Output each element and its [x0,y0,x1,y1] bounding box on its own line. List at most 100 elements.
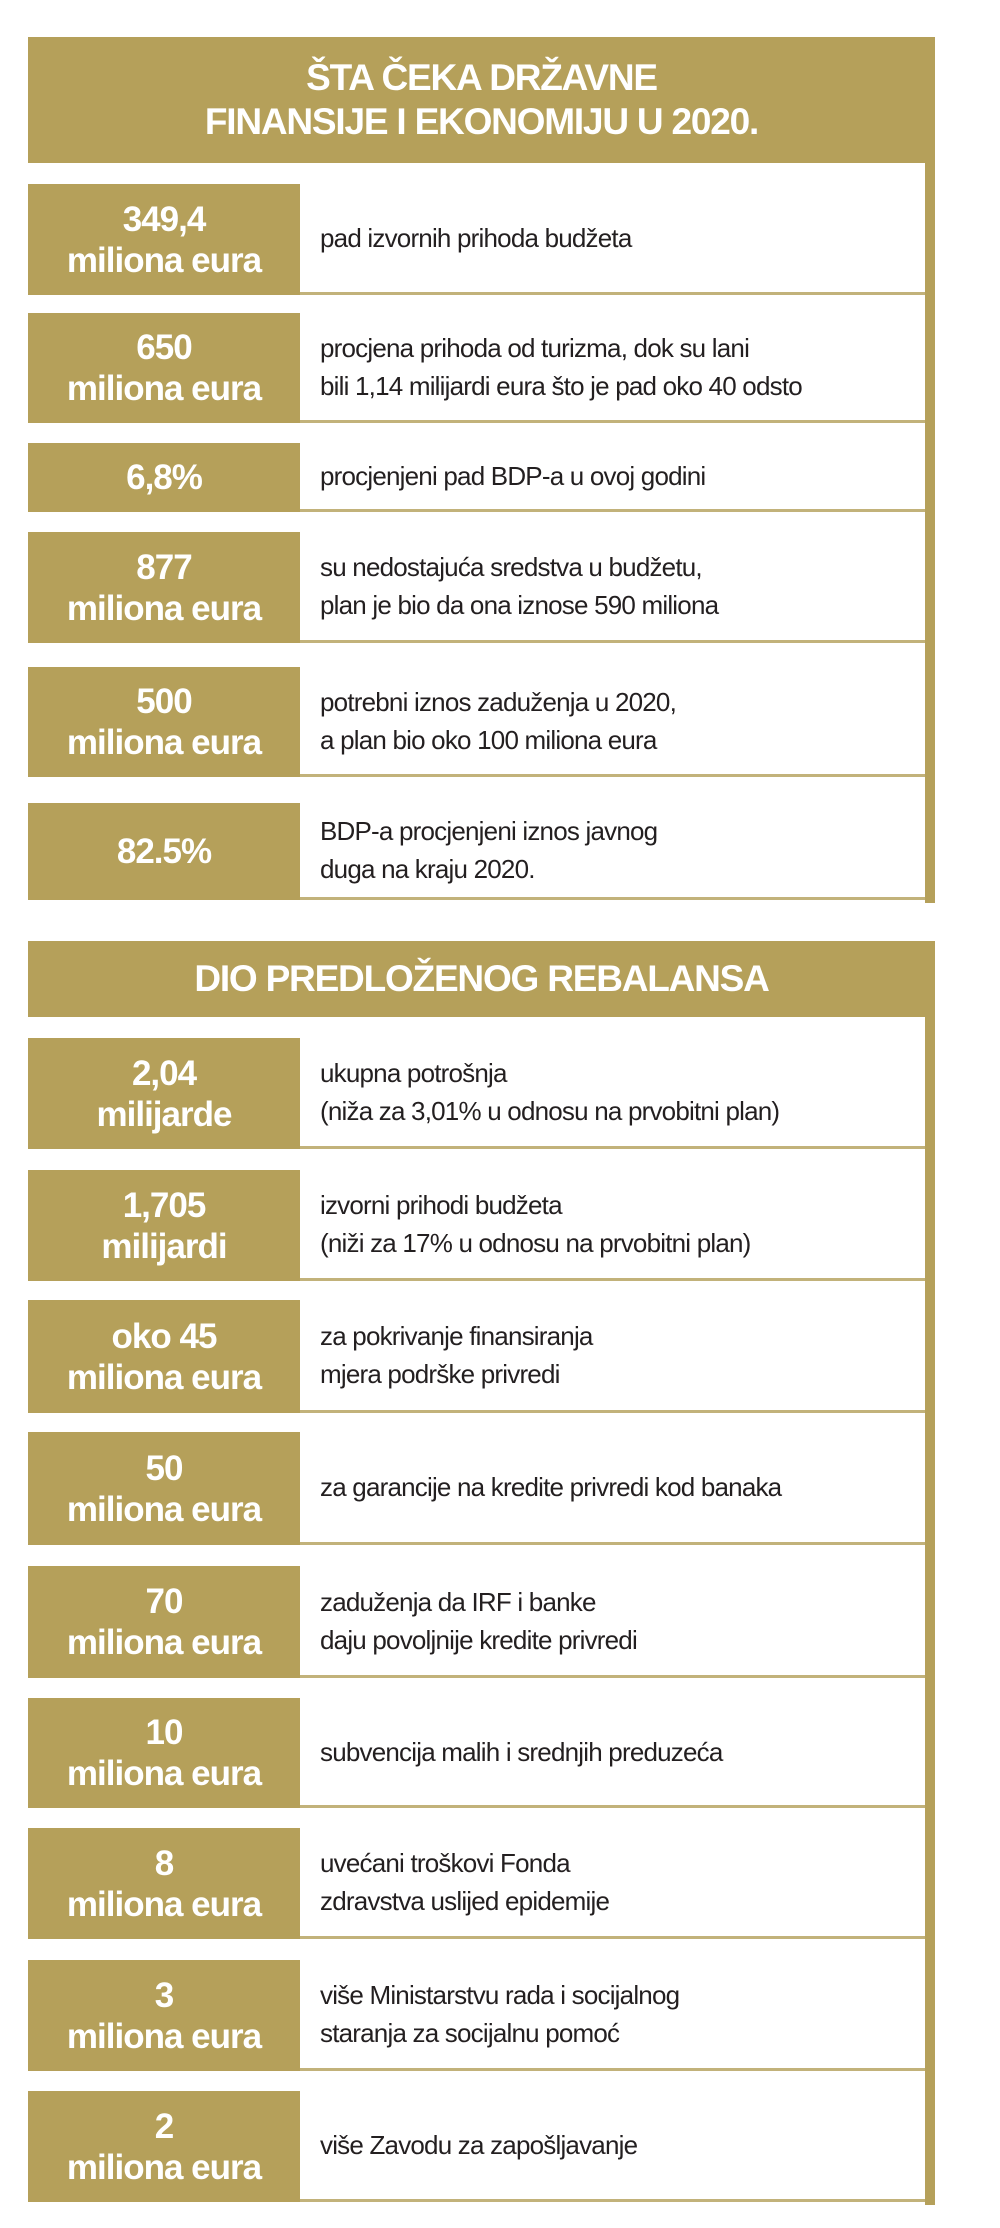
stat-number: oko 45 [111,1316,218,1356]
stat-number: 500 [136,682,192,721]
stat-value: 3 miliona eura [28,1960,300,2071]
stat-value: 10 miliona eura [28,1698,300,1808]
description-line: pad izvornih prihoda budžeta [320,223,632,253]
stat-description: su nedostajuća sredstva u budžetu, plan j… [300,532,925,640]
stat-row: 70 miliona eura zaduženja da IRF i banke da… [28,1566,925,1678]
stat-description: više Zavodu za zapošljavanje [300,2091,925,2199]
stat-unit: miliona eura [66,2147,262,2187]
stat-number: 8 [154,1843,174,1883]
stat-description: za pokrivanje finansiranja mjera podrške … [300,1300,925,1410]
description-line: daju povoljnije kredite privredi [320,1624,638,1655]
stat-row: 500 miliona eura potrebni iznos zaduženja … [28,667,925,777]
description-line: zaduženja da IRF i banke [320,1586,596,1617]
stat-description: procjena prihoda od turizma, dok su lani… [300,313,925,420]
stat-description: zaduženja da IRF i banke daju povoljnije … [300,1566,925,1675]
description-line: BDP-a procjenjeni iznos javnog [320,816,658,846]
description-line: su nedostajuća sredstva u budžetu, [320,552,703,582]
section-title-text: DIO PREDLOŽENOG REBALANSA [194,957,770,1001]
stat-unit: miliona eura [66,2016,262,2056]
stat-value: 2 miliona eura [28,2091,300,2202]
stat-row: 50 miliona eura za garancije na kredite pr… [28,1432,925,1545]
description-line: više Zavodu za zapošljavanje [320,2130,638,2160]
stat-row: 8 miliona eura uvećani troškovi Fonda zdrav… [28,1828,925,1939]
stat-number: 349,4 [122,199,207,239]
stat-number: 10 [145,1713,184,1752]
stat-number: 877 [136,547,192,587]
stat-number: 70 [145,1582,184,1621]
description-line: više Ministarstvu rada i socijalnog [320,1980,680,2010]
title-line: ŠTA ČEKA DRŽAVNE [306,57,658,98]
stat-unit: miliona eura [66,1884,262,1924]
stat-value: 70 miliona eura [28,1566,300,1678]
stat-row: 877 miliona eura su nedostajuća sredstva u… [28,532,925,643]
stat-number: 2,04 [131,1053,197,1093]
stat-description: uvećani troškovi Fonda zdravstva uslijed … [300,1828,925,1936]
description-line: uvećani troškovi Fonda [320,1848,571,1878]
stat-row: 349,4 miliona eura pad izvornih prihoda bu… [28,184,925,295]
stat-value: 877 miliona eura [28,532,300,643]
stat-description: više Ministarstvu rada i socijalnog stara… [300,1960,925,2068]
description-line: (niža za 3,01% u odnosu na prvobitni pla… [320,1096,780,1126]
stat-unit: miliona eura [66,1357,262,1397]
stat-value: 349,4 miliona eura [28,184,300,295]
stat-row: 10 miliona eura subvencija malih i srednji… [28,1698,925,1808]
stat-description: subvencija malih i srednjih preduzeća [300,1698,925,1805]
stat-number: 82.5% [116,832,212,871]
description-line: staranja za socijalnu pomoć [320,2018,620,2048]
panel-right-border [925,941,935,2205]
stat-number: 1,705 [122,1185,207,1225]
stat-number: 650 [136,328,192,367]
description-line: a plan bio oko 100 miliona eura [320,724,657,755]
description-line: subvencija malih i srednjih preduzeća [320,1736,723,1767]
stat-value: 2,04 milijarde [28,1038,300,1149]
description-line: za garancije na kredite privredi kod ban… [320,1472,782,1502]
description-line: zdravstva uslijed epidemije [320,1886,610,1916]
stat-number: 3 [154,1975,174,2015]
stat-description: za garancije na kredite privredi kod ban… [300,1432,925,1542]
stat-description: pad izvornih prihoda budžeta [300,184,925,292]
stat-unit: miliona eura [66,588,262,628]
stat-unit: miliona eura [66,1489,262,1529]
stat-row: oko 45 miliona eura za pokrivanje finansir… [28,1300,925,1413]
stat-value: 50 miliona eura [28,1432,300,1545]
section-title: DIO PREDLOŽENOG REBALANSA [28,941,935,1017]
section-title: ŠTA ČEKA DRŽAVNE FINANSIJE I EKONOMIJU U … [28,37,935,163]
description-line: procjenjeni pad BDP-a u ovoj godini [320,461,706,491]
stat-value: 82.5% [28,803,300,900]
stat-description: ukupna potrošnja (niža za 3,01% u odnosu … [300,1038,925,1146]
stat-value: 1,705 milijardi [28,1170,300,1281]
description-line: ukupna potrošnja [320,1058,507,1088]
section-panel: ŠTA ČEKA DRŽAVNE FINANSIJE I EKONOMIJU U … [28,37,935,903]
stat-unit: milijarde [96,1094,233,1134]
stat-row: 82.5% BDP-a procjenjeni iznos javnog duga … [28,803,925,900]
stat-value: 650 miliona eura [28,313,300,423]
stat-row: 650 miliona eura procjena prihoda od turiz… [28,313,925,423]
stat-value: 6,8% [28,443,300,512]
stat-description: BDP-a procjenjeni iznos javnog duga na kr… [300,803,925,897]
description-line: plan je bio da ona iznose 590 miliona [320,590,719,620]
stat-unit: miliona eura [66,369,262,408]
stat-description: potrebni iznos zaduženja u 2020, a plan b… [300,667,925,774]
panel-right-border [925,37,935,903]
stat-unit: miliona eura [66,1754,262,1793]
stat-description: procjenjeni pad BDP-a u ovoj godini [300,443,925,509]
stat-unit: miliona eura [66,1623,262,1662]
title-line: FINANSIJE I EKONOMIJU U 2020. [204,101,759,142]
description-line: potrebni iznos zaduženja u 2020, [320,686,677,717]
description-line: bili 1,14 milijardi eura što je pad oko … [320,370,803,401]
section-title-text: ŠTA ČEKA DRŽAVNE FINANSIJE I EKONOMIJU U … [204,56,759,144]
description-line: duga na kraju 2020. [320,854,535,884]
stat-row: 3 miliona eura više Ministarstvu rada i so… [28,1960,925,2071]
description-line: procjena prihoda od turizma, dok su lani [320,332,750,363]
stat-unit: miliona eura [66,240,262,280]
description-line: za pokrivanje finansiranja [320,1321,593,1351]
stat-row: 2,04 milijarde ukupna potrošnja (niža za 3,… [28,1038,925,1149]
description-line: izvorni prihodi budžeta [320,1190,563,1220]
title-line: DIO PREDLOŽENOG REBALANSA [194,958,770,999]
stat-row: 1,705 milijardi izvorni prihodi budžeta (ni… [28,1170,925,1281]
description-line: mjera podrške privredi [320,1359,560,1389]
stat-row: 6,8% procjenjeni pad BDP-a u ovoj godini [28,443,925,512]
stat-value: oko 45 miliona eura [28,1300,300,1413]
stat-value: 500 miliona eura [28,667,300,777]
stat-value: 8 miliona eura [28,1828,300,1939]
